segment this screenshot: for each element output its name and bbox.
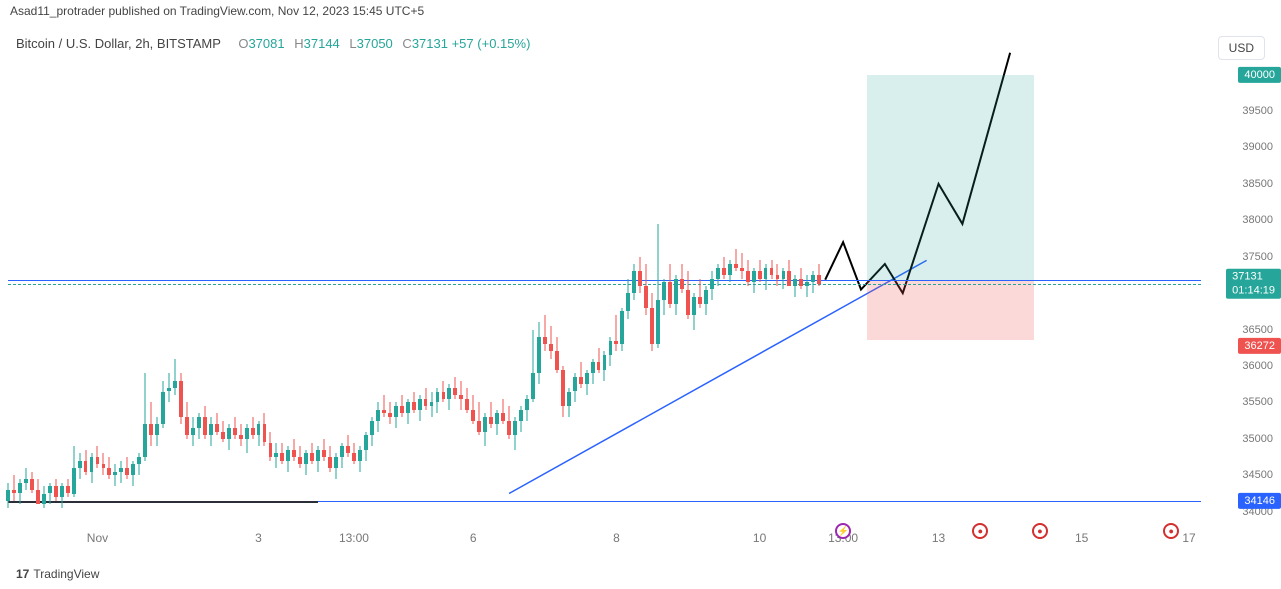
time-tick: 17: [1182, 531, 1195, 545]
publish-info: Asad11_protrader published on TradingVie…: [0, 0, 1281, 24]
time-tick: Nov: [87, 531, 108, 545]
horizontal-line: [8, 284, 1201, 285]
time-tick: 10: [753, 531, 766, 545]
chart-header: Bitcoin / U.S. Dollar, 2h, BITSTAMP O370…: [16, 36, 530, 51]
time-tick: 13:00: [339, 531, 369, 545]
price-tick: 35500: [1242, 396, 1273, 408]
time-tick: 15: [1075, 531, 1088, 545]
event-icon[interactable]: ●: [972, 523, 988, 539]
price-tick: 36500: [1242, 324, 1273, 336]
symbol-title: Bitcoin / U.S. Dollar, 2h, BITSTAMP: [16, 36, 221, 51]
price-tick: 37500: [1242, 251, 1273, 263]
price-tick: 39000: [1242, 141, 1273, 153]
price-label: 36272: [1238, 338, 1281, 354]
zone-green: [867, 75, 1034, 280]
currency-button[interactable]: USD: [1218, 36, 1265, 60]
price-label: 40000: [1238, 66, 1281, 82]
time-axis[interactable]: Nov313:00681013:00131517: [8, 525, 1201, 549]
price-tick: 35000: [1242, 433, 1273, 445]
price-tick: 38000: [1242, 214, 1273, 226]
ohlc-display: O37081 H37144 L37050 C37131 +57 (+0.15%): [232, 36, 530, 51]
price-tick: 36000: [1242, 360, 1273, 372]
support-line: [8, 501, 318, 503]
price-label: 3713101:14:19: [1226, 268, 1281, 299]
price-axis[interactable]: 4000039500390003850038000375003700036500…: [1209, 60, 1281, 519]
price-tick: 39500: [1242, 105, 1273, 117]
zone-red: [867, 280, 1034, 341]
chart-pane[interactable]: [8, 60, 1201, 519]
event-icon[interactable]: ●: [1163, 523, 1179, 539]
time-tick: 6: [470, 531, 477, 545]
tradingview-logo: 17 TradingView: [16, 567, 99, 581]
price-tick: 38500: [1242, 178, 1273, 190]
horizontal-line: [8, 280, 1201, 281]
event-icon[interactable]: ●: [1032, 523, 1048, 539]
time-tick: 13: [932, 531, 945, 545]
event-icon[interactable]: ⚡: [835, 523, 851, 539]
price-label: 34146: [1238, 493, 1281, 509]
time-tick: 8: [613, 531, 620, 545]
price-tick: 34500: [1242, 469, 1273, 481]
time-tick: 3: [255, 531, 262, 545]
